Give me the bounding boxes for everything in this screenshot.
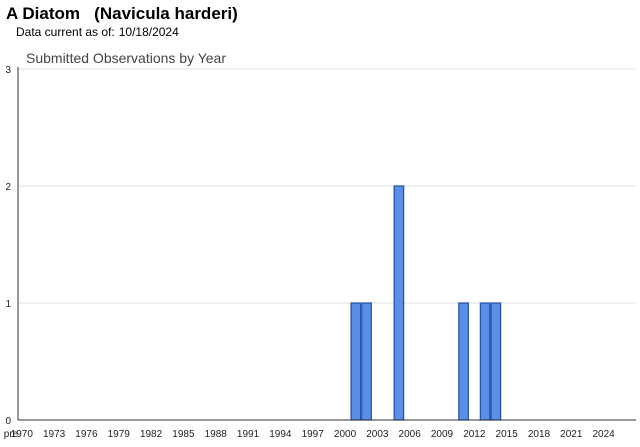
bar-2002 — [361, 302, 372, 421]
x-tick-label: 1997 — [302, 429, 325, 440]
x-tick-label: 1970 — [11, 429, 34, 440]
y-tick-label: 1 — [5, 299, 11, 310]
data-current-label: Data current as of: — [16, 25, 115, 39]
scientific-name: (Navicula harderi) — [94, 4, 238, 23]
x-tick-label: 2018 — [528, 429, 551, 440]
bar-2013 — [479, 302, 491, 421]
common-name: A Diatom — [6, 4, 80, 23]
y-tick-label: 2 — [5, 182, 11, 193]
x-tick-label: 2012 — [463, 429, 486, 440]
species-title: A Diatom (Navicula harderi) — [6, 4, 238, 24]
data-current-line: Data current as of: 10/18/2024 — [16, 25, 179, 39]
x-tick-label: 1976 — [75, 429, 98, 440]
y-tick-label: 0 — [5, 416, 11, 427]
x-tick-label: 2009 — [431, 429, 454, 440]
bar-2005 — [393, 185, 405, 421]
chart-title: Submitted Observations by Year — [26, 50, 226, 66]
bar-2011 — [458, 302, 469, 421]
x-tick-label: 1973 — [43, 429, 66, 440]
x-tick-label: 1985 — [172, 429, 195, 440]
x-tick-label: 2015 — [496, 429, 519, 440]
x-tick-label: 1982 — [140, 429, 163, 440]
y-tick-label: 3 — [5, 65, 11, 76]
x-tick-label: 2024 — [593, 429, 616, 440]
bar-2014 — [490, 302, 502, 421]
x-tick-label: 1988 — [205, 429, 228, 440]
x-tick-label: 2006 — [399, 429, 422, 440]
x-tick-label: 2000 — [334, 429, 357, 440]
bar-2001 — [350, 302, 362, 421]
gridlines — [18, 68, 636, 304]
x-tick-label: 1994 — [269, 429, 292, 440]
y-tick-labels: 0 1 2 3 — [5, 65, 11, 427]
data-current-date: 10/18/2024 — [118, 25, 179, 39]
x-tick-label: pre — [4, 429, 19, 440]
x-tick-label: 2021 — [560, 429, 583, 440]
x-tick-label: 2003 — [366, 429, 389, 440]
x-tick-label: 1979 — [108, 429, 131, 440]
axes — [17, 67, 636, 421]
x-tick-label: 1991 — [237, 429, 260, 440]
